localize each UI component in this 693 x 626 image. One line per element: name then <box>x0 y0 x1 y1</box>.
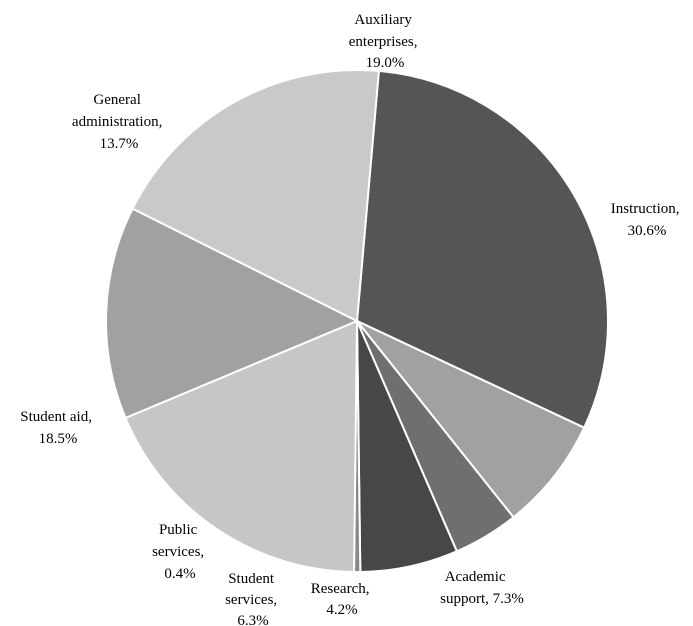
label-instruction-name: Instruction, <box>611 201 680 217</box>
label-auxiliary-enterprises-value: 19.0% <box>366 55 405 71</box>
slice-labels: Instruction, 30.6% Academic support, 7.3… <box>20 12 684 626</box>
pie-slice-general-administration <box>105 207 360 420</box>
label-academic-support-name-2: support, 7.3% <box>440 591 524 607</box>
label-academic-support: Academic support, 7.3% <box>440 569 524 607</box>
label-student-services-name-1: Student <box>228 571 275 587</box>
label-auxiliary-enterprises: Auxiliary enterprises, 19.0% <box>349 12 421 71</box>
label-general-administration: General administration, 13.7% <box>72 92 166 152</box>
label-public-services-name-2: services, <box>152 544 204 560</box>
label-public-services: Public services, 0.4% <box>152 522 208 582</box>
label-research: Research, 4.2% <box>311 581 373 618</box>
label-student-aid-name: Student aid, <box>20 409 92 425</box>
label-academic-support-value: 7.3% <box>493 591 524 607</box>
pie-slice-instruction <box>355 69 609 430</box>
pie-slice-auxiliary-enterprises <box>131 69 380 323</box>
label-instruction: Instruction, 30.6% <box>611 201 684 239</box>
label-general-administration-value: 13.7% <box>100 136 139 152</box>
label-public-services-name-1: Public <box>159 522 198 538</box>
label-research-value: 4.2% <box>326 602 357 618</box>
label-auxiliary-enterprises-name-1: Auxiliary <box>354 12 412 28</box>
label-instruction-value: 30.6% <box>628 223 667 239</box>
label-general-administration-name-1: General <box>93 92 140 108</box>
label-student-services-value: 6.3% <box>237 613 268 626</box>
pie-slice-academic-support <box>356 320 586 519</box>
label-auxiliary-enterprises-name-2: enterprises, <box>349 34 418 50</box>
label-public-services-value: 0.4% <box>164 566 195 582</box>
label-student-aid-value: 18.5% <box>39 431 78 447</box>
pie-slice-student-aid <box>124 319 359 573</box>
label-general-administration-name-2: administration, <box>72 114 162 130</box>
label-research-name: Research, <box>311 581 370 597</box>
label-student-aid: Student aid, 18.5% <box>20 409 95 447</box>
label-student-services-name-2: services, <box>225 592 277 608</box>
pie-slices <box>105 69 609 573</box>
label-student-services: Student services, 6.3% <box>225 571 281 626</box>
label-academic-support-name-1: Academic <box>445 569 506 585</box>
